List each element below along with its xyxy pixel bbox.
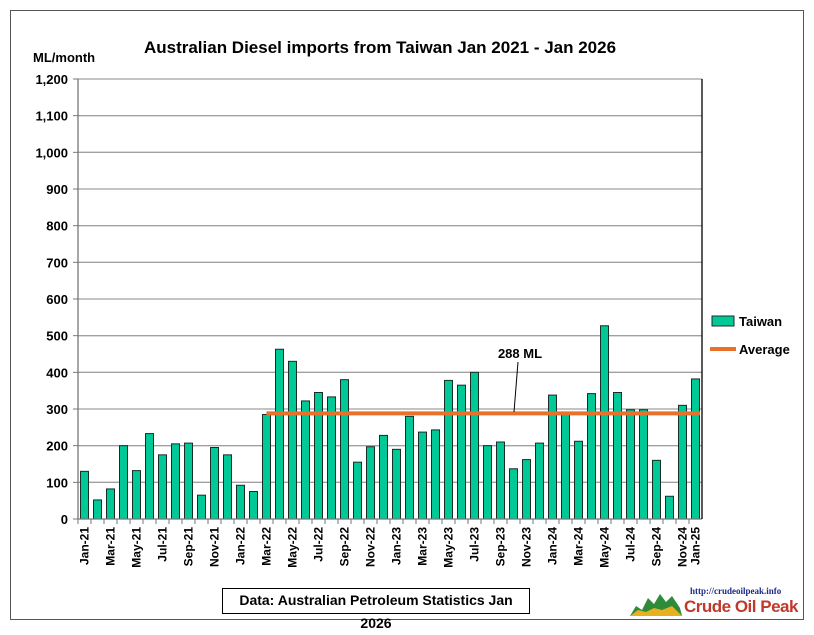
bar [106,488,115,520]
x-tick-label: Mar-22 [260,527,274,566]
x-tick-label: Jan-21 [78,527,92,565]
x-tick-label: Jul-23 [468,527,482,562]
bar [470,371,479,520]
average-annotation: 288 ML [498,346,542,361]
bar [301,400,310,520]
bar [236,484,245,520]
y-tick-label: 900 [46,182,68,197]
bar [340,379,349,520]
bar [353,461,362,520]
bar [639,409,648,520]
annotation-leader [513,361,519,413]
y-tick-label: 700 [46,255,68,270]
chart-frame [10,10,804,620]
y-tick-label: 600 [46,292,68,307]
bar [262,414,271,520]
bar [457,384,466,520]
bar [93,499,102,520]
y-tick-label: 1,200 [35,72,68,87]
bar [444,379,453,520]
bar [158,454,167,520]
bar [626,409,635,520]
bar [600,325,609,520]
x-tick-label: Jan-22 [234,527,248,565]
bar [665,495,674,520]
bar [691,378,700,520]
x-tick-label: Sep-22 [338,527,352,567]
x-tick-label: Jul-24 [624,527,638,562]
bar [249,491,258,520]
bar [392,448,401,520]
data-source-footer: Data: Australian Petroleum Statistics Ja… [222,588,530,631]
x-tick-label: Mar-21 [104,527,118,566]
x-tick-label: Jan-23 [390,527,404,565]
x-tick-label: May-21 [130,527,144,568]
x-tick-label: Nov-21 [208,527,222,567]
x-tick-label: Sep-23 [494,527,508,567]
bar [379,434,388,520]
bar [210,447,219,520]
bar [483,445,492,520]
x-tick-label: Sep-21 [182,527,196,567]
x-tick-label: May-24 [598,527,612,568]
chart-title: Australian Diesel imports from Taiwan Ja… [144,38,616,57]
logo-name: Crude Oil Peak [684,597,798,616]
legend-swatch-taiwan [711,315,735,327]
bar [366,446,375,520]
bar [509,468,518,520]
bar [405,415,414,520]
x-tick-label: Nov-24 [676,527,690,567]
y-tick-label: 200 [46,439,68,454]
bar [275,348,284,520]
x-tick-label: Mar-24 [572,527,586,566]
x-tick-label: Jul-22 [312,527,326,562]
bar [197,494,206,520]
bar [223,454,232,520]
logo-graph-icon [630,594,682,616]
bar [80,470,89,520]
y-tick-label: 300 [46,402,68,417]
y-tick-label: 100 [46,475,68,490]
y-axis-label: ML/month [33,50,95,65]
crude-oil-peak-logo[interactable]: http://crudeoilpeak.info Crude Oil Peak [628,586,804,618]
bar [145,433,154,520]
x-tick-label: Jan-25 [689,527,703,565]
y-tick-label: 1,000 [35,145,68,160]
bar [678,404,687,520]
logo-url[interactable]: http://crudeoilpeak.info [690,586,782,596]
bar [184,442,193,520]
x-tick-label: Mar-23 [416,527,430,566]
legend-label-taiwan: Taiwan [739,314,782,329]
y-tick-label: 800 [46,219,68,234]
bar [171,443,180,520]
x-tick-label: Sep-24 [650,527,664,567]
bar [652,459,661,520]
y-tick-label: 0 [61,512,68,527]
bar [561,413,570,520]
y-tick-label: 1,100 [35,109,68,124]
bar [132,470,141,520]
bar [119,445,128,520]
bar [418,431,427,520]
bar [574,440,583,520]
bar [288,360,297,520]
bar [496,441,505,520]
x-tick-label: May-22 [286,527,300,568]
bar [431,429,440,520]
bar [535,442,544,520]
x-tick-label: Jul-21 [156,527,170,562]
x-tick-label: May-23 [442,527,456,568]
x-tick-label: Jan-24 [546,527,560,565]
y-tick-label: 500 [46,329,68,344]
x-tick-label: Nov-22 [364,527,378,567]
y-tick-label: 400 [46,365,68,380]
bar [522,459,531,520]
x-tick-label: Nov-23 [520,527,534,567]
legend-label-average: Average [739,342,790,357]
